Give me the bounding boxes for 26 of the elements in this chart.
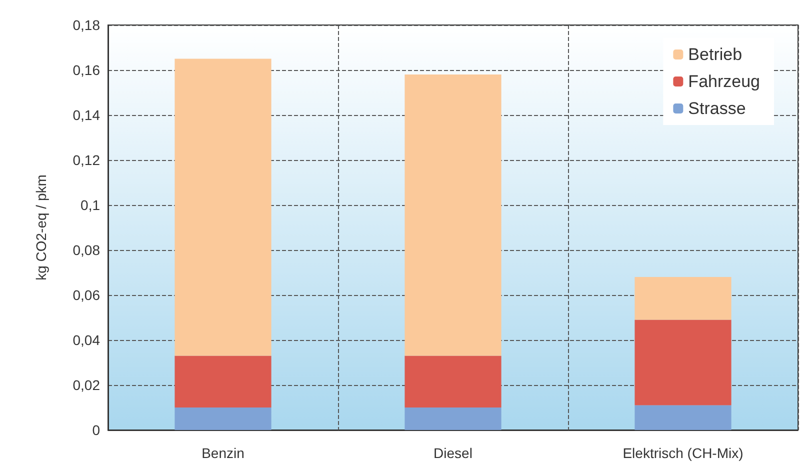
y-tick-label: 0,18	[72, 17, 100, 33]
x-tick-label: Benzin	[202, 445, 244, 461]
y-tick-label: 0,04	[72, 332, 100, 348]
bar	[174, 58, 272, 356]
bar	[634, 277, 732, 320]
bar	[174, 408, 272, 430]
bar	[174, 356, 272, 408]
x-tick-label: Elektrisch (CH-Mix)	[622, 445, 744, 461]
bar	[404, 74, 502, 356]
y-tick-label: 0,08	[72, 242, 100, 258]
y-tick-label: 0,02	[72, 377, 100, 393]
y-tick-label: 0,12	[72, 152, 100, 168]
y-tick-label: 0	[92, 422, 100, 438]
y-tick-label: 0,14	[72, 107, 100, 123]
y-tick-label: 0,1	[80, 197, 100, 213]
y-tick-label: 0,06	[72, 287, 100, 303]
bar	[404, 356, 502, 408]
x-tick-label: Diesel	[434, 445, 472, 461]
bar	[634, 405, 732, 430]
legend-label: Betrieb	[688, 45, 742, 64]
legend-label: Strasse	[688, 99, 746, 118]
y-axis-title: kg CO2-eq / pkm	[33, 174, 49, 280]
legend-label: Fahrzeug	[688, 72, 760, 91]
bar	[404, 408, 502, 430]
bar	[634, 320, 732, 406]
y-tick-label: 0,16	[72, 62, 100, 78]
